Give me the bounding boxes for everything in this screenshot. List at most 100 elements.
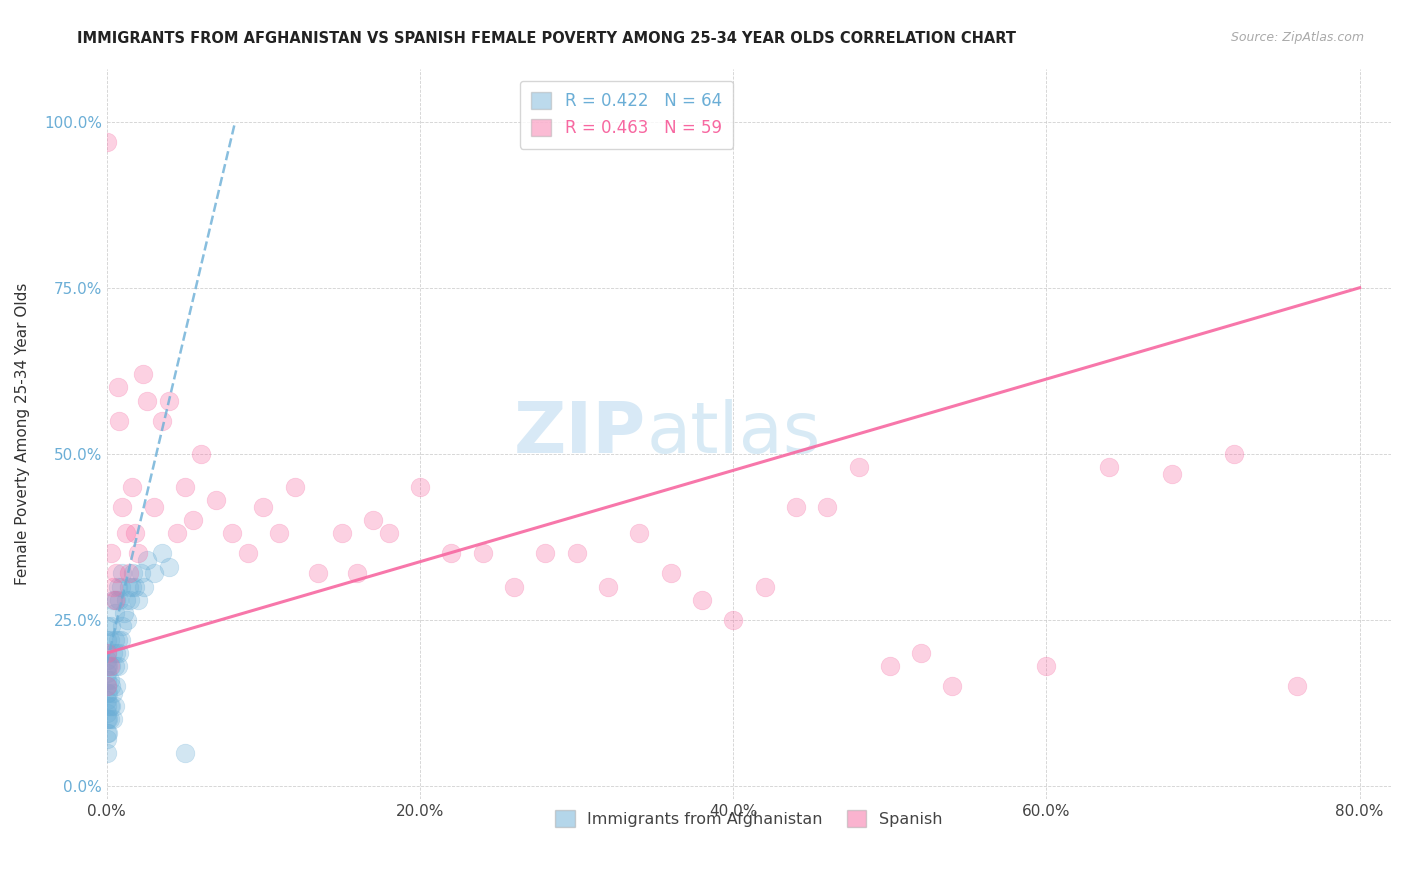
Point	[110, 632, 132, 647]
Point	[111, 619, 134, 633]
Point	[110, 580, 132, 594]
Point	[1035, 659, 1057, 673]
Point	[150, 413, 173, 427]
Point	[98, 632, 121, 647]
Point	[112, 606, 135, 620]
Point	[127, 593, 149, 607]
Point	[96, 679, 118, 693]
Point	[96, 619, 118, 633]
Point	[118, 566, 141, 581]
Point	[142, 500, 165, 514]
Point	[1223, 447, 1246, 461]
Point	[721, 613, 744, 627]
Point	[96, 692, 118, 706]
Point	[346, 566, 368, 581]
Point	[848, 460, 870, 475]
Point	[96, 659, 118, 673]
Point	[1160, 467, 1182, 481]
Point	[129, 566, 152, 581]
Point	[409, 480, 432, 494]
Point	[252, 500, 274, 514]
Point	[97, 659, 120, 673]
Point	[121, 580, 143, 594]
Point	[100, 659, 122, 673]
Point	[97, 713, 120, 727]
Point	[121, 480, 143, 494]
Point	[174, 480, 197, 494]
Point	[267, 526, 290, 541]
Point	[111, 566, 134, 581]
Y-axis label: Female Poverty Among 25-34 Year Olds: Female Poverty Among 25-34 Year Olds	[15, 283, 30, 585]
Point	[96, 135, 118, 149]
Point	[100, 699, 122, 714]
Text: ZIP: ZIP	[513, 400, 647, 468]
Point	[105, 566, 128, 581]
Point	[503, 580, 526, 594]
Point	[114, 526, 136, 541]
Point	[111, 500, 134, 514]
Point	[659, 566, 682, 581]
Point	[1285, 679, 1308, 693]
Point	[97, 725, 120, 739]
Text: atlas: atlas	[647, 400, 821, 468]
Point	[103, 699, 125, 714]
Point	[108, 413, 131, 427]
Point	[107, 580, 129, 594]
Point	[96, 686, 118, 700]
Point	[101, 686, 124, 700]
Point	[910, 646, 932, 660]
Point	[166, 526, 188, 541]
Point	[107, 659, 129, 673]
Point	[115, 613, 138, 627]
Point	[108, 593, 131, 607]
Text: Source: ZipAtlas.com: Source: ZipAtlas.com	[1230, 31, 1364, 45]
Point	[136, 553, 159, 567]
Point	[101, 580, 124, 594]
Point	[136, 393, 159, 408]
Point	[96, 653, 118, 667]
Point	[96, 632, 118, 647]
Point	[221, 526, 243, 541]
Point	[534, 546, 557, 560]
Point	[124, 526, 146, 541]
Point	[107, 632, 129, 647]
Point	[157, 393, 180, 408]
Point	[150, 546, 173, 560]
Point	[565, 546, 588, 560]
Point	[96, 665, 118, 680]
Point	[307, 566, 329, 581]
Point	[815, 500, 838, 514]
Point	[440, 546, 463, 560]
Point	[1098, 460, 1121, 475]
Point	[120, 593, 142, 607]
Point	[190, 447, 212, 461]
Point	[100, 619, 122, 633]
Point	[103, 659, 125, 673]
Point	[96, 646, 118, 660]
Point	[361, 513, 384, 527]
Point	[103, 632, 125, 647]
Point	[96, 746, 118, 760]
Point	[96, 713, 118, 727]
Point	[96, 699, 118, 714]
Point	[96, 725, 118, 739]
Point	[105, 679, 128, 693]
Point	[122, 566, 145, 581]
Point	[100, 679, 122, 693]
Point	[628, 526, 651, 541]
Point	[330, 526, 353, 541]
Point	[754, 580, 776, 594]
Point	[108, 646, 131, 660]
Point	[105, 646, 128, 660]
Point	[157, 559, 180, 574]
Point	[98, 659, 121, 673]
Point	[118, 580, 141, 594]
Point	[105, 593, 128, 607]
Point	[181, 513, 204, 527]
Point	[96, 732, 118, 747]
Point	[101, 713, 124, 727]
Point	[96, 673, 118, 687]
Point	[114, 593, 136, 607]
Point	[879, 659, 901, 673]
Point	[174, 746, 197, 760]
